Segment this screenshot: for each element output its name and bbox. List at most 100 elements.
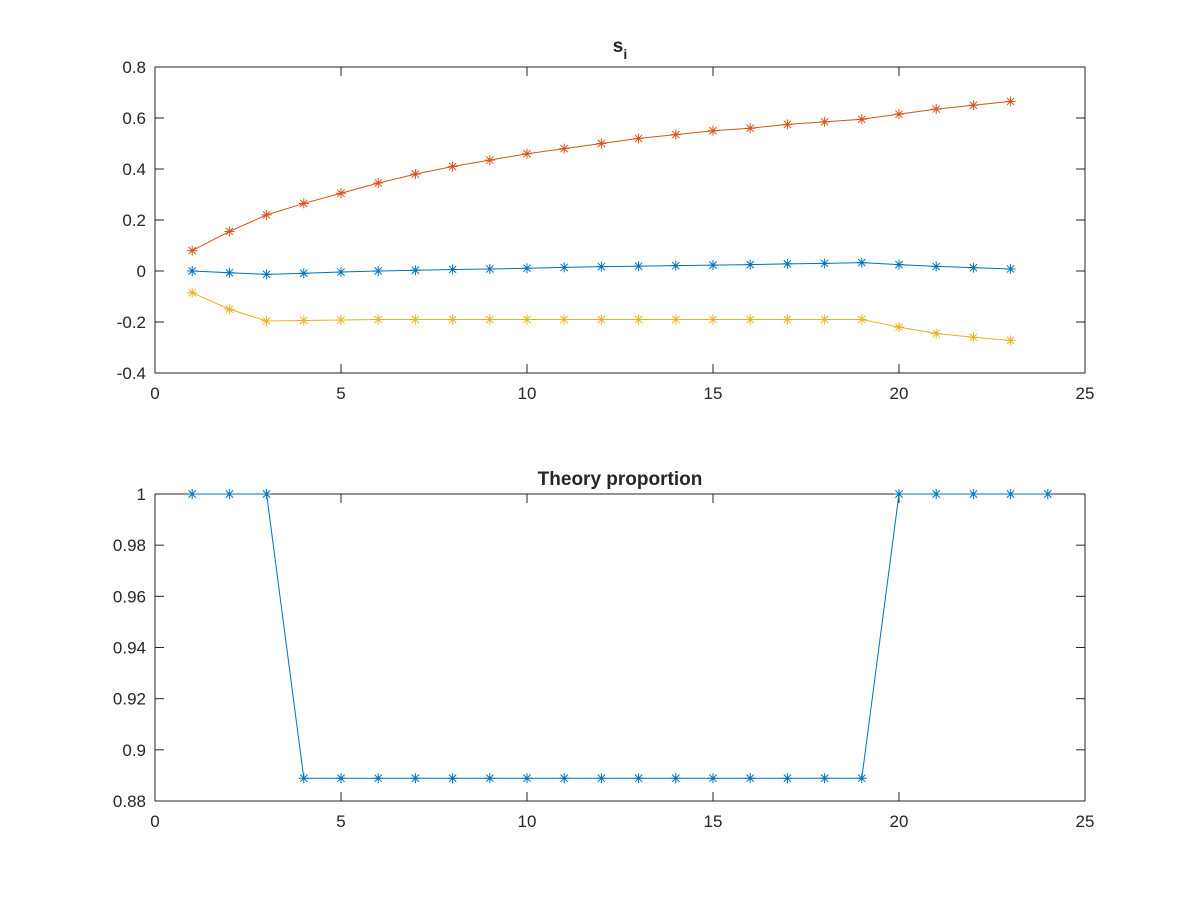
data-point-marker [261, 269, 272, 280]
data-point-marker [894, 259, 904, 270]
data-point-marker [894, 322, 904, 333]
data-point-marker [484, 263, 495, 274]
data-point-marker [745, 773, 756, 784]
data-point-marker [373, 314, 384, 325]
x-tick-label: 25 [1076, 384, 1095, 403]
data-point-marker [187, 245, 198, 256]
plot-title-s-i: si [613, 36, 627, 62]
data-point-marker [522, 773, 532, 784]
data-point-marker [633, 261, 644, 272]
data-point-marker [968, 100, 979, 111]
x-tick-label: 0 [150, 384, 159, 403]
data-point-marker [447, 161, 458, 172]
data-point-marker [559, 314, 570, 325]
data-point-marker [968, 262, 979, 273]
data-point-marker [894, 489, 904, 499]
x-tick-label: 10 [518, 384, 537, 403]
y-tick-label: 0.92 [113, 690, 146, 709]
data-point-marker [559, 143, 570, 154]
data-point-marker [410, 773, 421, 784]
x-tick-label: 15 [704, 384, 723, 403]
data-point-marker [745, 314, 756, 325]
data-point-marker [187, 287, 198, 298]
data-point-marker [484, 773, 495, 784]
data-point-marker [931, 328, 942, 339]
data-point-marker [224, 226, 235, 237]
data-point-marker [261, 489, 272, 499]
data-point-marker [819, 773, 830, 784]
data-point-marker [1005, 263, 1016, 274]
data-point-marker [782, 773, 793, 784]
y-tick-label: 0.9 [122, 741, 146, 760]
data-point-marker [336, 267, 346, 278]
y-tick-label: 0.96 [113, 587, 146, 606]
data-point-marker [856, 773, 867, 784]
data-point-marker [745, 259, 756, 270]
data-point-marker [1005, 335, 1016, 346]
y-tick-label: -0.2 [117, 313, 146, 332]
data-point-marker [819, 314, 830, 325]
plot-s-i: si 0 5 10 15 20 25 -0.4 -0.2 0 0.2 0.4 0.6 0.8 [117, 36, 1095, 403]
data-point-marker [410, 169, 421, 180]
y-tick-label: 1 [137, 485, 146, 504]
data-point-marker [261, 209, 272, 220]
data-point-marker [931, 261, 942, 272]
data-point-marker [856, 314, 867, 325]
data-point-marker [298, 198, 309, 209]
plot-title-theory-proportion: Theory proportion [538, 469, 703, 490]
data-point-marker [708, 125, 718, 136]
data-point-marker [1042, 489, 1053, 499]
data-point-marker [708, 773, 718, 784]
y-tick-label: 0.2 [122, 211, 146, 230]
data-point-marker [224, 489, 235, 499]
data-point-marker [596, 138, 607, 149]
data-point-marker [931, 104, 942, 115]
x-tick-label: 0 [150, 812, 159, 831]
data-point-marker [522, 263, 532, 274]
data-point-marker [670, 314, 681, 325]
data-point-marker [373, 773, 384, 784]
y-tick-label: -0.4 [117, 364, 146, 383]
data-point-marker [224, 267, 235, 278]
data-point-marker [336, 773, 346, 784]
data-point-marker [1005, 96, 1016, 107]
x-tick-label: 10 [518, 812, 537, 831]
data-point-marker [782, 314, 793, 325]
data-point-marker [596, 314, 607, 325]
data-point-marker [224, 304, 235, 315]
data-point-marker [447, 264, 458, 275]
y-tick-label: 0 [137, 262, 146, 281]
data-point-marker [336, 188, 346, 199]
data-point-marker [522, 314, 532, 325]
data-point-marker [968, 489, 979, 499]
data-point-marker [447, 314, 458, 325]
data-point-marker [708, 260, 718, 271]
data-point-marker [633, 314, 644, 325]
y-tick-label: 0.88 [113, 792, 146, 811]
data-point-marker [298, 268, 309, 279]
data-point-marker [484, 314, 495, 325]
data-point-marker [336, 314, 346, 325]
data-point-marker [782, 119, 793, 130]
series-line-0 [192, 493, 1048, 779]
data-point-marker [559, 773, 570, 784]
data-point-marker [187, 489, 198, 499]
data-point-marker [410, 265, 421, 276]
y-tick-label: 0.8 [122, 58, 146, 77]
data-point-marker [745, 123, 756, 134]
data-point-marker [298, 315, 309, 326]
data-point-marker [1005, 489, 1016, 499]
data-point-marker [782, 258, 793, 269]
data-point-marker [596, 261, 607, 272]
x-tick-label: 5 [336, 384, 345, 403]
data-point-marker [708, 314, 718, 325]
data-point-marker [633, 133, 644, 144]
data-point-marker [447, 773, 458, 784]
data-point-marker [670, 260, 681, 271]
data-point-marker [373, 266, 384, 276]
data-point-marker [596, 773, 607, 784]
data-point-marker [931, 489, 942, 499]
data-point-marker [484, 155, 495, 166]
plot-theory-proportion: Theory proportion 0 5 10 15 20 25 0.88 0.9 0.92 0… [113, 469, 1095, 831]
x-tick-label: 20 [890, 812, 909, 831]
